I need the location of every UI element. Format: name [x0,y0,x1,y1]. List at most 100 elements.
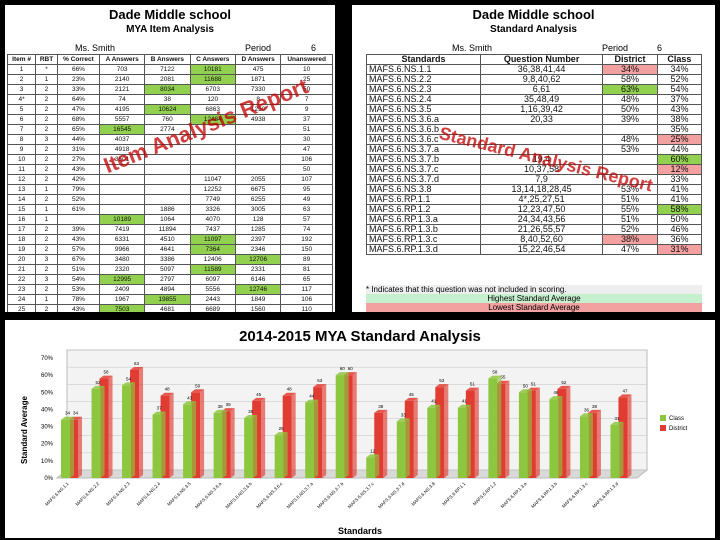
item-cell [234,164,282,175]
item-col-header: C Answers [189,54,236,65]
item-cell: 3501 [99,154,146,165]
chart-title: 2014-2015 MYA Standard Analysis [239,328,481,345]
item-cell: 4070 [189,214,236,225]
item-cell: 7749 [189,194,236,205]
standard-table-row: MAFS.6.NS.3.7.c 10,37,58 12% [366,164,703,175]
class-bar: 43 [183,395,197,478]
item-cell [144,164,191,175]
standard-cell: 48% [602,134,658,145]
item-cell: 10181 [189,64,236,75]
item-cell: 12252 [189,184,236,195]
class-bar-value-label: 44 [309,394,315,399]
standard-table-row: MAFS.6.RP.1.3.b 21,26,55,57 52% 46% [366,224,703,235]
district-bar-side [505,380,510,478]
class-bar-top [610,421,624,425]
class-bar-front [61,419,70,478]
item-cell: 39% [56,224,101,235]
chart-x-tick-label: MAFS.6.NS.2.3 [105,481,131,507]
item-cell: 106 [280,154,333,165]
item-table-row: 9 2 31% 4918 47 [6,144,333,155]
item-cell: 1 [6,64,37,75]
class-bar-value-label: 31 [614,416,620,421]
item-cell: 43% [56,304,101,312]
item-cell: 107 [280,174,333,185]
item-cell: 2 [35,94,58,105]
standard-cell: 55% [602,204,658,215]
item-cell: 95 [280,184,333,195]
standard-cell: 9,8,40,62 [479,74,604,85]
standard-cell: MAFS.6.NS.1.1 [366,64,481,75]
standard-table-row: MAFS.6.NS.3.6.a 20,33 39% 38% [366,114,703,125]
class-bar-top [457,404,471,408]
district-bar-side [108,375,113,478]
item-cell: 7503 [99,304,146,312]
class-bar-front [244,418,254,478]
item-cell: 2409 [99,284,146,295]
item-cell: 74 [99,94,146,105]
class-bar: 46 [549,390,563,478]
item-cell: 6146 [234,274,282,285]
class-bar-top [396,418,410,422]
class-bar-front [366,457,376,478]
item-cell: 10 [6,154,37,165]
standard-cell: 12,23,47,50 [479,204,604,215]
item-table-header: Item # RBT% Correct A Answers B Answers C An… [6,54,333,65]
district-bar-value-label: 34 [73,411,79,416]
standard-cell: MAFS.6.NS.3.6.b [366,124,481,135]
class-bar: 12 [366,448,380,478]
item-cell: 14 [6,194,37,205]
item-col-header: Unanswered [280,54,333,65]
item-cell: 2 [35,284,58,295]
chart-x-tick-label: MAFS.6.NS.1.1 [44,481,70,507]
standard-cell: MAFS.6.NS.2.4 [366,94,481,105]
std-school-title: Dade Middle school [472,7,595,22]
item-cell: 4037 [99,134,146,145]
item-cell: 23 [6,284,37,295]
chart-svg: Standard Average Standards 3434585263544… [20,349,688,536]
item-cell: 65% [56,124,101,135]
item-cell: 1285 [234,224,282,235]
class-bar-front [396,421,406,478]
class-bar-value-label: 43 [187,395,193,400]
item-cell [234,124,282,135]
item-cell: 1 [35,184,58,195]
class-bar-value-label: 41 [462,399,468,404]
item-cell: 1 [35,214,58,225]
district-bar-side [566,385,571,478]
standard-cell: MAFS.6.RP.1.3.d [366,244,481,255]
chart-x-tick-label: MAFS.6.NS.2.2 [75,481,101,507]
district-bar-top [130,367,144,370]
item-cell [56,214,101,225]
item-col-header: B Answers [144,54,191,65]
chart-x-tick-label: MAFS.6.RP.1.3.a [500,481,528,509]
standard-cell: MAFS.6.NS.3.7.c [366,164,481,175]
standard-table-row: MAFS.6.NS.3.7.d 7,9 33% [366,174,703,185]
standard-cell: MAFS.6.NS.2.2 [366,74,481,85]
district-bar-value-label: 47 [622,388,628,393]
district-bar-value-label: 51 [531,382,537,387]
item-cell: 10189 [99,214,146,225]
item-table-row: 24 1 78% 1967 19855 2443 1849 106 [6,294,333,305]
item-cell: 31% [56,144,101,155]
standard-cell: 8,40,52,60 [479,234,604,245]
item-cell: 63 [280,204,333,215]
district-bar: 38 [374,404,388,478]
item-cell: 54% [56,274,101,285]
district-bar-side [535,387,540,478]
item-cell: 150 [280,244,333,255]
item-cell: 3005 [234,204,282,215]
class-bar-value-label: 35 [248,409,254,414]
item-table-row: 3 2 33% 2121 8034 6703 7330 50 [6,84,333,95]
item-cell: 2 [35,304,58,312]
class-bar: 31 [610,416,624,478]
item-cell: 10624 [144,104,191,115]
class-bar-value-label: 50 [523,383,529,388]
item-table-row: 22 3 54% 12995 2797 6097 6146 65 [6,274,333,285]
class-bar-front [579,416,589,478]
standard-cell: MAFS.6.RP.1.2 [366,204,481,215]
item-teacher: Ms. Smith [75,43,116,53]
district-bar-value-label: 51 [470,382,476,387]
standard-table-row: MAFS.6.NS.2.3 6,61 63% 54% [366,84,703,95]
item-cell: 4510 [144,234,191,245]
class-bar-value-label: 41 [431,399,437,404]
